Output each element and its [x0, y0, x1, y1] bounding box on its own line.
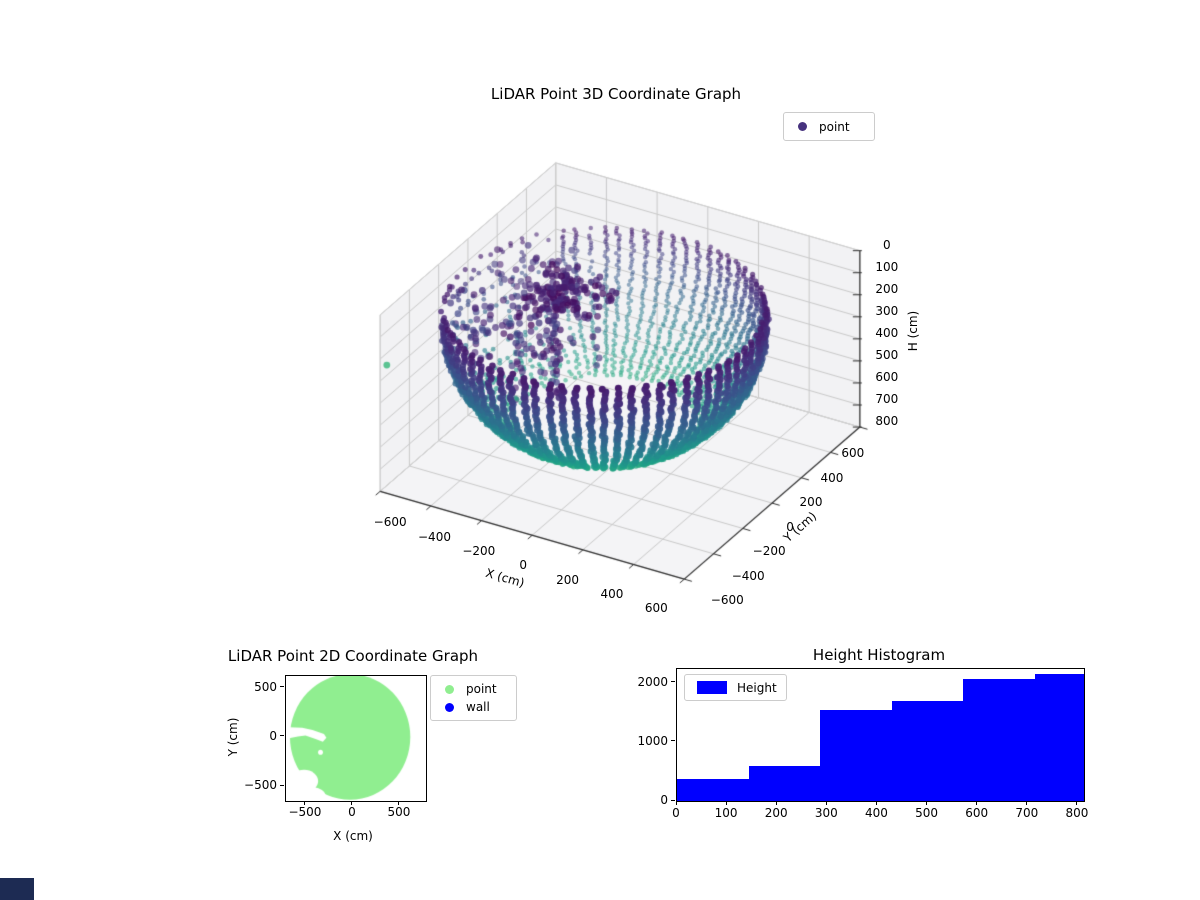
- histogram-bar: [820, 709, 893, 801]
- height-swatch-icon: [697, 681, 727, 694]
- histogram-bar: [1034, 674, 1084, 801]
- plot2d-canvas: [286, 676, 426, 801]
- tick-label: 0: [660, 793, 668, 807]
- tick-label: 100: [714, 806, 738, 820]
- plot3d-canvas: [250, 105, 950, 650]
- tick-label: 1000: [637, 733, 668, 748]
- tick-label: 200: [764, 806, 788, 820]
- plot2d-legend: point wall: [430, 675, 517, 721]
- tick-mark: [280, 735, 284, 737]
- plot3d-zaxis-label: H (cm): [906, 310, 920, 352]
- bottom-left-bar: [0, 878, 34, 900]
- histogram-axes: [676, 668, 1085, 802]
- histogram-bar: [677, 778, 749, 801]
- histogram-bar: [892, 700, 964, 801]
- plot2d-xaxis-label: X (cm): [333, 829, 373, 843]
- tick-label: 0: [672, 806, 680, 820]
- histogram-legend-item: Height: [693, 679, 777, 696]
- point-marker-icon: [445, 684, 454, 694]
- tick-mark: [280, 686, 284, 688]
- histogram-legend-label: Height: [737, 680, 777, 695]
- plot2d-legend-item-wall: wall: [439, 698, 506, 716]
- tick-label: 500: [915, 806, 939, 820]
- tick-mark: [280, 784, 284, 786]
- plot2d-yaxis-label: Y (cm): [226, 717, 240, 757]
- histogram-bar: [963, 678, 1035, 801]
- tick-label: −500: [288, 805, 322, 819]
- tick-label: −500: [244, 778, 277, 792]
- tick-label: 500: [254, 679, 277, 694]
- tick-label: 300: [814, 806, 838, 820]
- histogram-title: Height Histogram: [812, 646, 946, 664]
- plot2d-title: LiDAR Point 2D Coordinate Graph: [227, 647, 479, 665]
- tick-label: 2000: [637, 674, 668, 689]
- tick-label: 800: [1065, 806, 1089, 820]
- tick-mark: [671, 740, 675, 742]
- point-marker-icon: [798, 122, 807, 131]
- tick-label: 600: [965, 806, 989, 820]
- plot2d-legend-label-wall: wall: [466, 700, 490, 714]
- plot2d-legend-label-point: point: [466, 682, 497, 696]
- plot3d-legend-item: point: [792, 117, 864, 136]
- tick-label: 500: [387, 805, 411, 819]
- wall-marker-icon: [445, 702, 454, 712]
- tick-label: 0: [269, 728, 277, 743]
- tick-label: 700: [1015, 806, 1039, 820]
- histogram-bar: [748, 766, 821, 801]
- plot2d-axes: [285, 675, 427, 802]
- plot2d-legend-item-point: point: [439, 680, 506, 698]
- histogram-legend: Height: [684, 674, 787, 701]
- tick-label: 0: [348, 805, 356, 819]
- tick-label: 400: [865, 806, 888, 820]
- plot3d-legend: point: [783, 112, 875, 141]
- tick-mark: [671, 799, 675, 801]
- plot3d-legend-label: point: [819, 119, 850, 134]
- tick-mark: [671, 681, 675, 683]
- plot3d-title: LiDAR Point 3D Coordinate Graph: [490, 85, 742, 103]
